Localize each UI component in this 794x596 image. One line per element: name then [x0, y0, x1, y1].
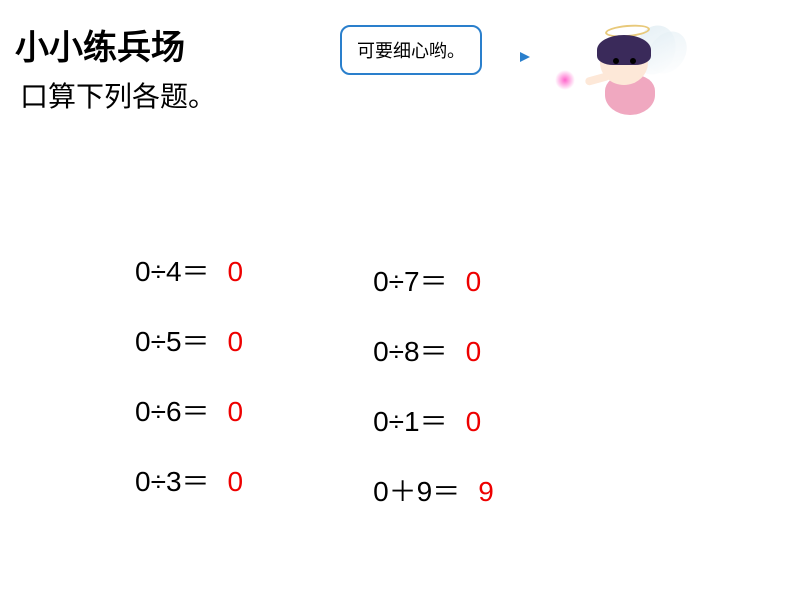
problem-expression: 0÷8＝ [373, 336, 448, 367]
problem-answer: 9 [478, 476, 494, 507]
problem-expression: 0÷7＝ [373, 266, 448, 297]
problem-answer: 0 [466, 336, 482, 367]
math-problem: 0÷8＝ 0 [373, 330, 494, 370]
fairy-eye-icon [630, 58, 636, 64]
fairy-hair-icon [597, 35, 651, 65]
problem-expression: 0＋9＝ [373, 476, 460, 507]
math-problem: 0÷1＝ 0 [373, 400, 494, 440]
fairy-eye-icon [613, 58, 619, 64]
math-problem: 0÷7＝ 0 [373, 260, 494, 300]
problem-expression: 0÷3＝ [135, 466, 210, 497]
page-title: 小小练兵场 [15, 20, 185, 69]
problem-answer: 0 [228, 466, 244, 497]
math-problem: 0÷5＝ 0 [135, 320, 243, 360]
problem-expression: 0÷6＝ [135, 396, 210, 427]
page-subtitle: 口算下列各题。 [20, 75, 216, 115]
problem-expression: 0÷5＝ [135, 326, 210, 357]
problems-right-column: 0÷7＝ 0 0÷8＝ 0 0÷1＝ 0 0＋9＝ 9 [373, 260, 494, 510]
fairy-character [575, 20, 695, 130]
problem-answer: 0 [228, 396, 244, 427]
math-problem: 0＋9＝ 9 [373, 470, 494, 510]
math-problem: 0÷6＝ 0 [135, 390, 243, 430]
problem-answer: 0 [466, 406, 482, 437]
problems-container: 0÷4＝ 0 0÷5＝ 0 0÷6＝ 0 0÷3＝ 0 0÷7＝ 0 0÷8＝ 0 0÷1＝… [135, 250, 494, 510]
problem-answer: 0 [466, 266, 482, 297]
problem-answer: 0 [228, 256, 244, 287]
speech-text: 可要细心哟。 [357, 41, 465, 61]
math-problem: 0÷3＝ 0 [135, 460, 243, 500]
speech-bubble: 可要细心哟。 [340, 25, 482, 75]
problems-left-column: 0÷4＝ 0 0÷5＝ 0 0÷6＝ 0 0÷3＝ 0 [135, 250, 243, 510]
problem-expression: 0÷1＝ [373, 406, 448, 437]
problem-expression: 0÷4＝ [135, 256, 210, 287]
problem-answer: 0 [228, 326, 244, 357]
sparkle-icon [555, 70, 575, 90]
speech-bubble-tail [520, 52, 530, 62]
math-problem: 0÷4＝ 0 [135, 250, 243, 290]
